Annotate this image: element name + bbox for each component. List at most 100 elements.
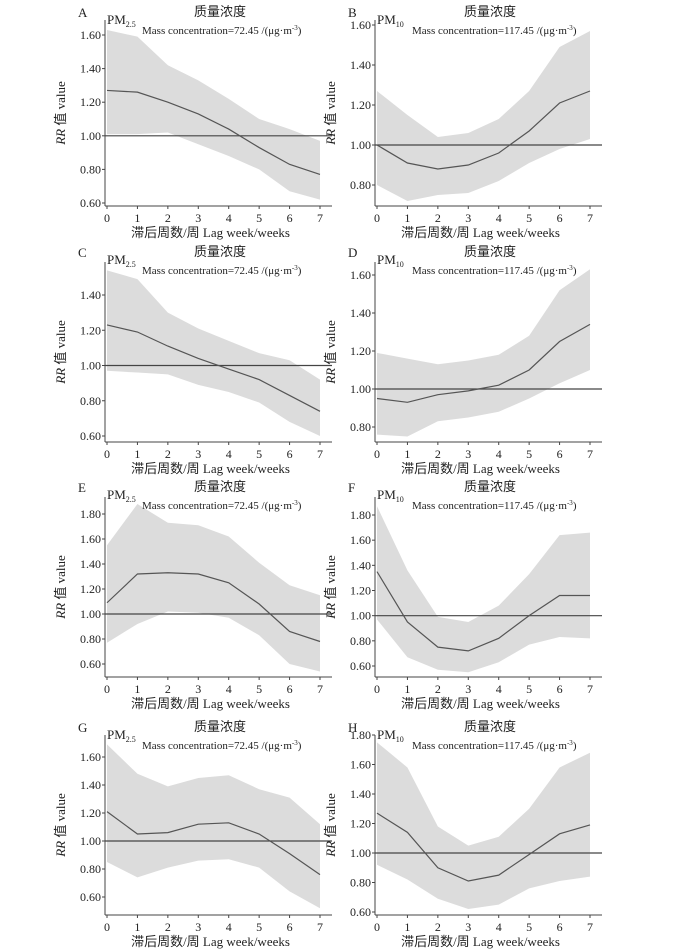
y-tick-label: 1.60	[350, 758, 371, 772]
rr-line	[106, 89, 321, 176]
y-tick-label: 1.80	[350, 728, 371, 742]
y-axis-label-rest: 值 value	[53, 555, 68, 603]
y-tick-label: 1.20	[350, 584, 371, 598]
x-tick-label: 3	[465, 211, 471, 225]
y-axis-label-italic: RR	[53, 368, 68, 385]
panel-letter: F	[348, 480, 355, 495]
pollutant-label: PM10	[377, 727, 404, 744]
x-tick-label: 1	[404, 920, 410, 934]
y-axis-label: RR 值 value	[53, 320, 68, 385]
panel-a: 0.60 0.80 1.00 1.20 1.40 1.60 0 1 2 3 4 5 6 7 滞后周数/周 L…	[53, 4, 332, 240]
x-tick-label: 1	[134, 682, 140, 696]
y-axis-label: RR 值 value	[323, 81, 338, 146]
x-tick-label: 1	[134, 920, 140, 934]
y-tick-label: 1.80	[80, 507, 101, 521]
pollutant-subscript: 2.5	[126, 20, 136, 29]
chart-title: 质量浓度	[464, 719, 516, 734]
pollutant-name: PM	[377, 727, 396, 742]
panel-letter: E	[78, 480, 86, 495]
panel-d: 0.80 1.00 1.20 1.40 1.60 0 1 2 3 4 5 6 7 滞后周数/周 Lag w…	[323, 244, 602, 476]
concentration-close: )	[573, 740, 577, 752]
x-tick-label: 4	[496, 920, 502, 934]
panel-letter: B	[348, 5, 357, 20]
concentration-close: )	[573, 25, 577, 37]
y-tick-label: 1.00	[80, 834, 101, 848]
concentration-label: Mass concentration=117.45 /(μg·m-3)	[412, 739, 577, 752]
panel-e: 0.60 0.80 1.00 1.20 1.40 1.60 1.80 0 1 2 3 4 5 6 7 滞后周数…	[53, 479, 332, 711]
concentration-close: )	[573, 265, 577, 277]
concentration-text: Mass concentration=72.45 /(μg·m	[142, 500, 292, 512]
panel-letter: D	[348, 245, 357, 260]
y-axis-label: RR 值 value	[53, 81, 68, 146]
x-tick-label: 6	[557, 211, 563, 225]
x-tick-label: 0	[104, 920, 110, 934]
y-axis-label-italic: RR	[53, 129, 68, 146]
pollutant-name: PM	[377, 12, 396, 27]
y-axis-label-italic: RR	[323, 129, 338, 146]
x-tick-label: 3	[195, 682, 201, 696]
y-axis-label-rest: 值 value	[323, 81, 338, 129]
y-tick-label: 1.40	[80, 62, 101, 76]
x-tick-label: 5	[256, 211, 262, 225]
concentration-label: Mass concentration=72.45 /(μg·m-3)	[142, 739, 302, 752]
concentration-label: Mass concentration=117.45 /(μg·m-3)	[412, 24, 577, 37]
rr-line	[376, 571, 590, 652]
x-tick-label: 1	[134, 211, 140, 225]
x-tick-label: 5	[256, 920, 262, 934]
x-tick-label: 7	[317, 447, 323, 461]
y-tick-label: 1.00	[350, 138, 371, 152]
pollutant-name: PM	[107, 487, 126, 502]
x-tick-label: 6	[287, 682, 293, 696]
x-tick-label: 3	[195, 920, 201, 934]
chart-title: 质量浓度	[194, 4, 246, 19]
x-tick-label: 2	[435, 211, 441, 225]
y-tick-label: 1.40	[350, 558, 371, 572]
x-tick-label: 5	[256, 447, 262, 461]
y-axis-label-italic: RR	[323, 368, 338, 385]
y-tick-label: 0.80	[80, 632, 101, 646]
y-tick-label: 1.40	[80, 288, 101, 302]
concentration-label: Mass concentration=72.45 /(μg·m-3)	[142, 24, 302, 37]
y-tick-label: 0.60	[80, 890, 101, 904]
x-axis-label: 滞后周数/周 Lag week/weeks	[401, 225, 560, 240]
x-tick-label: 6	[557, 920, 563, 934]
x-tick-label: 2	[435, 920, 441, 934]
x-axis-label: 滞后周数/周 Lag week/weeks	[401, 461, 560, 476]
y-tick-label: 1.60	[350, 18, 371, 32]
y-tick-label: 1.40	[350, 787, 371, 801]
concentration-text: Mass concentration=72.45 /(μg·m	[142, 740, 292, 752]
y-tick-label: 1.40	[350, 58, 371, 72]
x-tick-label: 1	[404, 211, 410, 225]
y-tick-label: 1.60	[350, 533, 371, 547]
rr-line	[106, 324, 321, 412]
x-axis-label: 滞后周数/周 Lag week/weeks	[131, 696, 290, 711]
y-tick-label: 1.00	[80, 359, 101, 373]
confidence-band	[107, 504, 320, 672]
x-tick-label: 4	[226, 920, 232, 934]
pollutant-label: PM2.5	[107, 727, 136, 744]
y-axis-label: RR 值 value	[323, 555, 338, 620]
y-tick-label: 0.60	[80, 657, 101, 671]
y-axis-label: RR 值 value	[53, 555, 68, 620]
y-tick-label: 1.00	[350, 382, 371, 396]
pollutant-name: PM	[107, 12, 126, 27]
concentration-close: )	[298, 500, 302, 512]
x-tick-label: 2	[165, 447, 171, 461]
y-axis-label-italic: RR	[323, 603, 338, 620]
pollutant-subscript: 10	[396, 495, 404, 504]
concentration-label: Mass concentration=72.45 /(μg·m-3)	[142, 499, 302, 512]
x-tick-label: 5	[526, 447, 532, 461]
x-axis-label: 滞后周数/周 Lag week/weeks	[131, 461, 290, 476]
x-tick-label: 4	[496, 682, 502, 696]
x-tick-label: 7	[317, 920, 323, 934]
x-axis-label: 滞后周数/周 Lag week/weeks	[131, 225, 290, 240]
y-tick-label: 1.40	[80, 778, 101, 792]
concentration-superscript: -3	[292, 264, 298, 272]
rr-line	[106, 811, 321, 876]
y-tick-label: 0.60	[80, 429, 101, 443]
x-tick-label: 2	[165, 211, 171, 225]
x-tick-label: 2	[435, 682, 441, 696]
x-tick-label: 1	[404, 447, 410, 461]
x-tick-label: 5	[256, 682, 262, 696]
